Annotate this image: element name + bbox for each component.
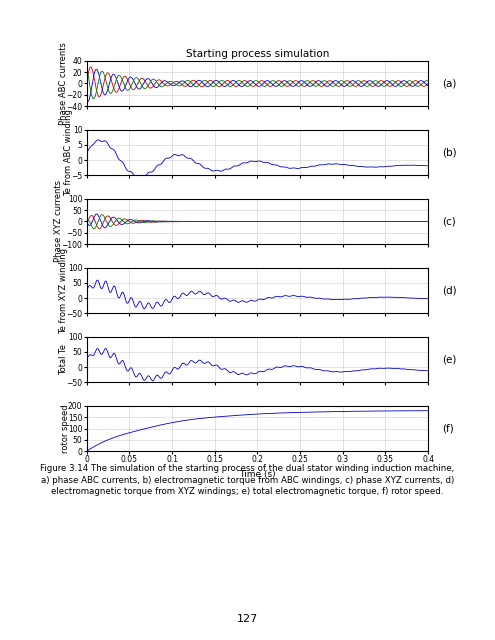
- Y-axis label: rotor speed: rotor speed: [61, 404, 70, 453]
- Y-axis label: Phase ABC currents: Phase ABC currents: [59, 42, 68, 125]
- Title: Starting process simulation: Starting process simulation: [186, 49, 329, 59]
- Text: (c): (c): [442, 216, 455, 227]
- Text: 127: 127: [237, 614, 258, 624]
- Y-axis label: Te from XYZ winding: Te from XYZ winding: [59, 248, 68, 333]
- Text: (b): (b): [442, 147, 456, 157]
- Text: Figure 3.14 The simulation of the starting process of the dual stator winding in: Figure 3.14 The simulation of the starti…: [41, 464, 454, 473]
- Text: electromagnetic torque from XYZ windings; e) total electromagnetic torque, f) ro: electromagnetic torque from XYZ windings…: [51, 487, 444, 496]
- Text: (d): (d): [442, 285, 456, 296]
- Text: (f): (f): [442, 424, 453, 433]
- Text: a) phase ABC currents, b) electromagnetic torque from ABC windings, c) phase XYZ: a) phase ABC currents, b) electromagneti…: [41, 476, 454, 484]
- Text: (e): (e): [442, 355, 456, 365]
- Y-axis label: Phase XYZ currents: Phase XYZ currents: [54, 180, 63, 262]
- Text: (a): (a): [442, 79, 456, 88]
- X-axis label: Time (s): Time (s): [239, 470, 276, 479]
- Y-axis label: Total Te: Total Te: [59, 344, 68, 375]
- Y-axis label: Te from ABC winding: Te from ABC winding: [64, 109, 73, 196]
